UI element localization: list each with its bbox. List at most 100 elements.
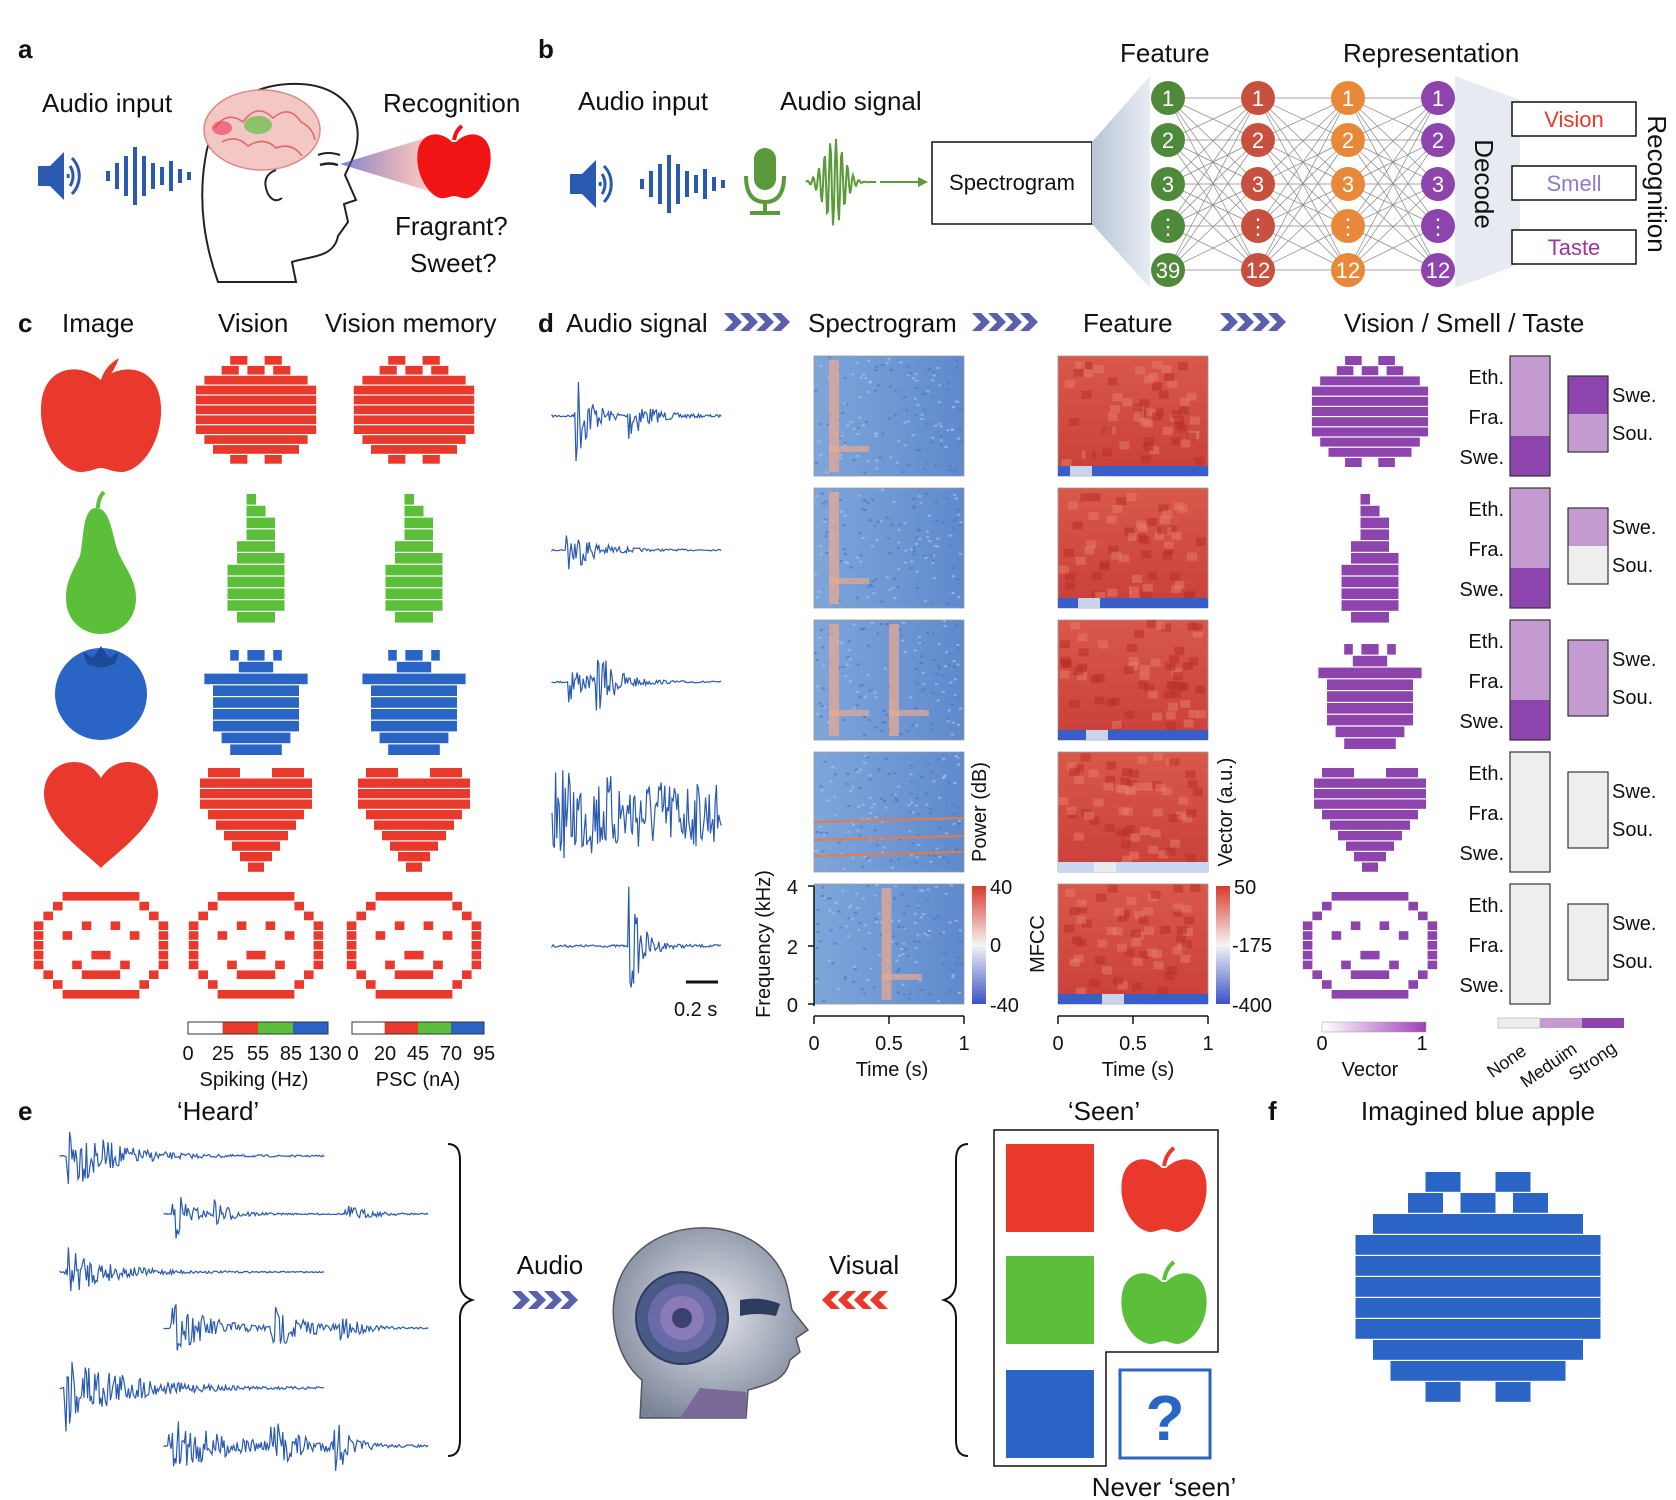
- spectrogram-noise: [938, 855, 942, 858]
- pixel-apple-row: [230, 356, 248, 365]
- image-face-row: [139, 901, 149, 911]
- spectrogram-noise: [951, 703, 954, 706]
- pixel-face-row: [462, 911, 472, 921]
- mfcc-cell: [1150, 829, 1161, 838]
- seen-green-apple: [1121, 1260, 1207, 1344]
- green-color-swatch: [1006, 1256, 1094, 1344]
- spectrogram-noise: [874, 389, 877, 392]
- mfcc-cell: [1058, 797, 1069, 805]
- spectrogram-noise: [866, 756, 869, 759]
- mfcc-cell: [1178, 406, 1189, 415]
- spectrogram-noise: [949, 681, 953, 684]
- network-node: [1241, 167, 1275, 201]
- decoded-blueberry-row: [1387, 644, 1396, 655]
- spectrogram-noise: [833, 814, 837, 817]
- smell-label: Eth.: [1468, 499, 1504, 521]
- mfcc-cell: [1165, 711, 1176, 720]
- mfcc-cell: [1061, 659, 1071, 668]
- spectrogram-noise: [867, 644, 870, 647]
- pixel-pear-row: [385, 588, 443, 599]
- network-edge: [1257, 97, 1349, 185]
- decoded-face-row: [1427, 941, 1438, 950]
- spectrogram-noise: [953, 678, 957, 681]
- decoded-heart-row: [1322, 810, 1418, 820]
- decode-label: Decode: [1469, 139, 1499, 229]
- spectrogram-noise: [843, 402, 847, 405]
- spectrogram-noise: [925, 803, 929, 806]
- mfcc-cell: [1170, 839, 1181, 848]
- spectrogram-noise: [843, 553, 847, 556]
- spectrogram-noise: [951, 811, 955, 814]
- sound-bar: [658, 164, 662, 204]
- mfcc-cell: [1180, 439, 1191, 448]
- output-label-vision: Vision: [1544, 107, 1604, 132]
- image-face-row: [33, 921, 44, 930]
- spectrogram-noise: [951, 804, 955, 806]
- mfcc-cell: [1167, 965, 1178, 974]
- mfcc-cell: [1073, 368, 1084, 377]
- spectrogram-noise: [827, 356, 831, 359]
- spectrogram-noise: [907, 804, 911, 807]
- pixel-heart-row: [248, 862, 264, 872]
- mfcc-cell: [1150, 890, 1161, 899]
- spectrogram-noise: [905, 409, 909, 412]
- spectrogram-noise: [903, 444, 907, 447]
- spectrogram-noise: [937, 667, 941, 670]
- smell-bar-frame: [1509, 487, 1551, 609]
- image-face-row: [33, 941, 44, 950]
- spectrogram-noise: [932, 577, 936, 580]
- spectrogram-noise: [916, 404, 920, 407]
- mfcc-cell: [1147, 518, 1158, 527]
- network-node: [1151, 167, 1185, 201]
- spectrogram-noise: [856, 426, 860, 429]
- spectrogram-noise: [880, 520, 883, 523]
- spectrogram-noise: [953, 782, 957, 784]
- heard-waveform: [163, 1304, 429, 1351]
- pixel-pear-row: [395, 612, 433, 623]
- pixel-face-row: [442, 931, 453, 940]
- spectrogram-noise: [924, 557, 928, 559]
- pixel-blueberry-row: [405, 650, 423, 661]
- spectrogram-energy: [829, 360, 839, 472]
- decoded-face-row: [1302, 950, 1313, 960]
- spectrogram-noise: [817, 440, 821, 443]
- panel-label-b: b: [538, 34, 554, 64]
- mfcc-cell: [1119, 441, 1130, 450]
- smell-bar-segment: [1510, 832, 1550, 872]
- spectrogram-noise: [919, 501, 923, 504]
- image-face-row: [149, 970, 159, 979]
- spectrogram-noise: [868, 796, 872, 799]
- spectrogram-noise: [908, 372, 912, 375]
- mfcc-cell: [1163, 541, 1174, 550]
- spectrogram-noise: [941, 962, 945, 965]
- mfcc-cell: [1139, 672, 1150, 680]
- mfcc-cell: [1148, 845, 1159, 854]
- decoded-pear-row: [1341, 564, 1399, 576]
- spectrogram-noise: [882, 846, 886, 849]
- spectrogram-noise: [823, 518, 827, 521]
- spectrogram-noise: [920, 642, 924, 645]
- spectrogram-noise: [873, 691, 877, 694]
- imagined-apple-row: [1495, 1382, 1531, 1402]
- spectrogram-noise: [874, 369, 878, 372]
- spectrogram-noise: [959, 940, 963, 943]
- pixel-blueberry-row: [230, 744, 282, 755]
- spectrogram-noise: [870, 621, 874, 624]
- spectrogram-noise: [867, 817, 871, 820]
- network-node-label: 3: [1342, 172, 1354, 197]
- imagined-apple-row: [1373, 1214, 1583, 1234]
- spiking-tick: 55: [247, 1043, 269, 1065]
- mfcc-cell: [1093, 798, 1104, 807]
- spectrogram-noise: [914, 961, 918, 964]
- mfcc-cell: [1121, 840, 1132, 849]
- spectrogram-noise: [913, 912, 917, 915]
- pixel-blueberry-row: [371, 685, 457, 696]
- spectrogram-noise: [916, 933, 920, 936]
- spectrogram-noise: [897, 528, 901, 531]
- spectrogram-noise: [923, 932, 927, 935]
- spiking-label: Spiking (Hz): [200, 1069, 309, 1091]
- spectrogram-noise: [825, 471, 829, 474]
- decoded-pear-row: [1341, 576, 1399, 588]
- decoded-blueberry-row: [1327, 679, 1413, 690]
- spectrogram-noise: [860, 866, 864, 868]
